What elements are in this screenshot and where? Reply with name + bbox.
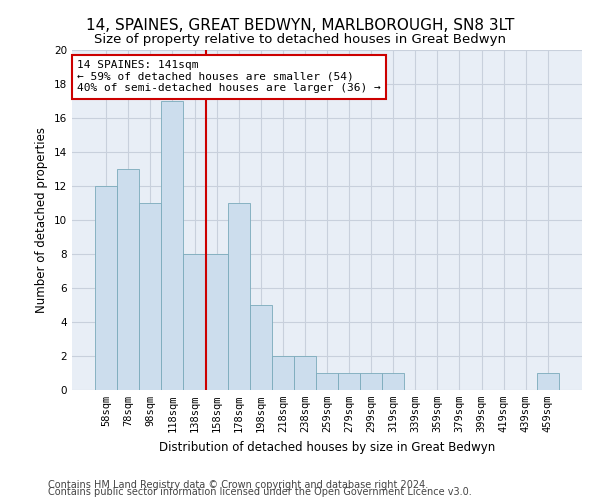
Bar bbox=[294, 356, 316, 390]
Bar bbox=[139, 203, 161, 390]
Text: 14 SPAINES: 141sqm
← 59% of detached houses are smaller (54)
40% of semi-detache: 14 SPAINES: 141sqm ← 59% of detached hou… bbox=[77, 60, 381, 94]
Bar bbox=[316, 373, 338, 390]
Bar bbox=[206, 254, 227, 390]
Bar bbox=[161, 101, 184, 390]
Bar bbox=[250, 305, 272, 390]
Text: 14, SPAINES, GREAT BEDWYN, MARLBOROUGH, SN8 3LT: 14, SPAINES, GREAT BEDWYN, MARLBOROUGH, … bbox=[86, 18, 514, 32]
Bar bbox=[338, 373, 360, 390]
Bar bbox=[537, 373, 559, 390]
Bar bbox=[272, 356, 294, 390]
Bar bbox=[117, 169, 139, 390]
Y-axis label: Number of detached properties: Number of detached properties bbox=[35, 127, 49, 313]
Text: Size of property relative to detached houses in Great Bedwyn: Size of property relative to detached ho… bbox=[94, 32, 506, 46]
X-axis label: Distribution of detached houses by size in Great Bedwyn: Distribution of detached houses by size … bbox=[159, 440, 495, 454]
Text: Contains public sector information licensed under the Open Government Licence v3: Contains public sector information licen… bbox=[48, 487, 472, 497]
Bar bbox=[382, 373, 404, 390]
Text: Contains HM Land Registry data © Crown copyright and database right 2024.: Contains HM Land Registry data © Crown c… bbox=[48, 480, 428, 490]
Bar bbox=[184, 254, 206, 390]
Bar bbox=[227, 203, 250, 390]
Bar bbox=[360, 373, 382, 390]
Bar bbox=[95, 186, 117, 390]
